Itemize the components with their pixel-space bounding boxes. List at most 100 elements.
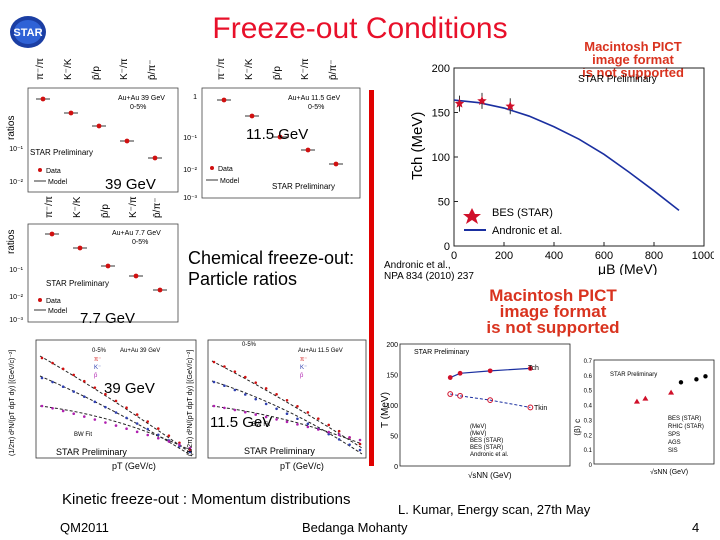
- ratio-label-2: K⁻/K⁺: [63, 58, 74, 80]
- tick-7-m3: 10⁻³: [9, 317, 23, 324]
- t-legend-4: BES (STAR): [470, 445, 503, 451]
- spectra-point: [275, 392, 278, 396]
- bes-point: [505, 101, 516, 111]
- t-ytick-label: 200: [386, 342, 398, 349]
- b-ylabel: ⟨β⟩ c: [573, 419, 582, 436]
- legend-data-39: Data: [46, 168, 61, 175]
- spectra-point: [337, 429, 341, 433]
- spectra-point: [358, 442, 362, 446]
- spectra-point: [233, 388, 237, 392]
- bes-legend-marker: [463, 208, 481, 224]
- spectra-point: [93, 386, 97, 389]
- t-legend-2: (MeV): [470, 431, 486, 437]
- spectra-point: [243, 393, 247, 396]
- tch-ytick-label: 100: [432, 152, 450, 164]
- t-point-tch: [527, 366, 533, 371]
- spectra-point: [104, 405, 107, 409]
- spectra-point: [212, 360, 216, 364]
- ratio-ylabel: ratios: [6, 116, 17, 140]
- spectra-point: [146, 420, 150, 423]
- spectra-point: [348, 443, 351, 446]
- ratio-label-7-1: π⁻/π⁺: [44, 196, 55, 218]
- spectra-point: [40, 404, 44, 408]
- spectra-point: [61, 367, 65, 371]
- footer-right-text: L. Kumar, Energy scan, 27th May: [398, 502, 591, 517]
- t-curve-tkin-line: [450, 393, 531, 408]
- centrality-11: 0-5%: [308, 104, 324, 111]
- t-ytick-label: 50: [390, 434, 398, 441]
- energy-label-7-ratio: 7.7 GeV: [80, 310, 136, 327]
- b-ytick-label: 0.5: [584, 389, 593, 395]
- b-chart-title: STAR Preliminary: [610, 372, 657, 378]
- caption-chemical: Chemical freeze-out: Particle ratios: [188, 248, 355, 289]
- spectra-ylabel-39: (1/2π) d²N/(pT dpT dy) [(GeV/c)⁻²]: [9, 350, 16, 456]
- ratio-label-7-2: K⁻/K⁺: [72, 196, 83, 218]
- spectra-point: [156, 433, 160, 437]
- ratio-panel-7: π⁻/π⁺ K⁻/K⁺ p̄/p K⁻/π⁻ p̄/π⁻ ratios 10⁻¹…: [6, 196, 179, 324]
- b-legend-2: RHIC (STAR): [668, 424, 704, 430]
- spectra-point: [285, 412, 289, 416]
- spectra-point: [264, 402, 268, 406]
- spectra-point: [51, 361, 54, 365]
- t-vs-sqrts-chart: STAR Preliminary T (MeV) 0 50 100 150 200 Tc…: [380, 342, 571, 480]
- ratio-label-7-5: p̄/π⁻: [152, 197, 163, 218]
- ratio-ylabel-7: ratios: [6, 230, 17, 254]
- spectra-point: [306, 411, 310, 414]
- t-point-tkin: [457, 392, 464, 399]
- spectra-point: [135, 413, 139, 416]
- spectra-centrality-11: 0-5%: [242, 342, 257, 348]
- spectra-point: [93, 418, 97, 421]
- spectra-legend-pi-11: π⁻: [300, 357, 307, 363]
- tch-ytick-label: 50: [438, 197, 450, 209]
- spectra-point: [125, 406, 128, 410]
- spectra-point: [223, 384, 226, 388]
- spectra-point: [93, 400, 97, 404]
- spectra-point: [125, 416, 128, 420]
- spectra-point: [348, 436, 351, 439]
- tch-yticks: 0 50 100 150 200: [432, 63, 458, 253]
- tch-chart-title: STAR Preliminary: [578, 74, 657, 85]
- t-point-tkin: [487, 397, 494, 404]
- spectra-point: [337, 438, 341, 441]
- b-point-bes: [642, 395, 649, 401]
- spectra-point: [156, 436, 160, 440]
- b-xlabel: √sNN (GeV): [650, 468, 688, 476]
- spectra-point: [285, 420, 289, 424]
- spectra-point: [125, 427, 128, 430]
- spectra-point: [135, 422, 139, 425]
- system-11: Au+Au 11.5 GeV: [288, 95, 341, 102]
- spectra-legend-k-39: K⁻: [94, 365, 101, 371]
- t-point-tch: [487, 368, 493, 374]
- b-legend: BES (STAR) RHIC (STAR) SPS AGS SIS: [668, 416, 704, 454]
- spectra-point: [337, 433, 341, 436]
- spectra-point: [296, 405, 299, 408]
- spectra-fit-39: BW Fit: [74, 432, 92, 438]
- spectra-point: [188, 448, 192, 452]
- tick-7-m1: 10⁻¹: [9, 267, 23, 274]
- b-legend-1: BES (STAR): [668, 416, 701, 422]
- spectra-point: [327, 430, 331, 434]
- ratio-label-11-5: p̄/π⁻: [328, 59, 339, 80]
- spectra-centrality-39: 0-5%: [92, 348, 107, 354]
- spectra-point: [167, 440, 171, 443]
- spectra-point: [135, 430, 139, 434]
- b-ytick-label: 0: [589, 463, 593, 469]
- spectra-legend-k-11: K⁻: [300, 365, 307, 371]
- tch-legend-andronic: Andronic et al.: [492, 225, 562, 237]
- spectra-system-39: Au+Au 39 GeV: [120, 348, 160, 354]
- b-point-rhic: [678, 380, 684, 385]
- spectra-point: [254, 397, 258, 401]
- spectra-point: [72, 373, 76, 377]
- spectra-point: [51, 407, 54, 410]
- centrality-39: 0-5%: [130, 104, 146, 111]
- t-ylabel: T (MeV): [380, 392, 391, 428]
- t-legend-3: BES (STAR): [470, 438, 503, 444]
- spectra-preliminary-11: STAR Preliminary: [244, 446, 315, 456]
- spectra-point: [264, 415, 268, 419]
- tick-m1: 10⁻¹: [9, 146, 23, 153]
- tch-xtick-label: 0: [451, 250, 457, 262]
- tch-plot-area: [453, 92, 680, 212]
- spectra-point: [104, 421, 107, 424]
- t-xlabel: √sNN (GeV): [468, 471, 512, 480]
- spectra-point: [316, 417, 320, 420]
